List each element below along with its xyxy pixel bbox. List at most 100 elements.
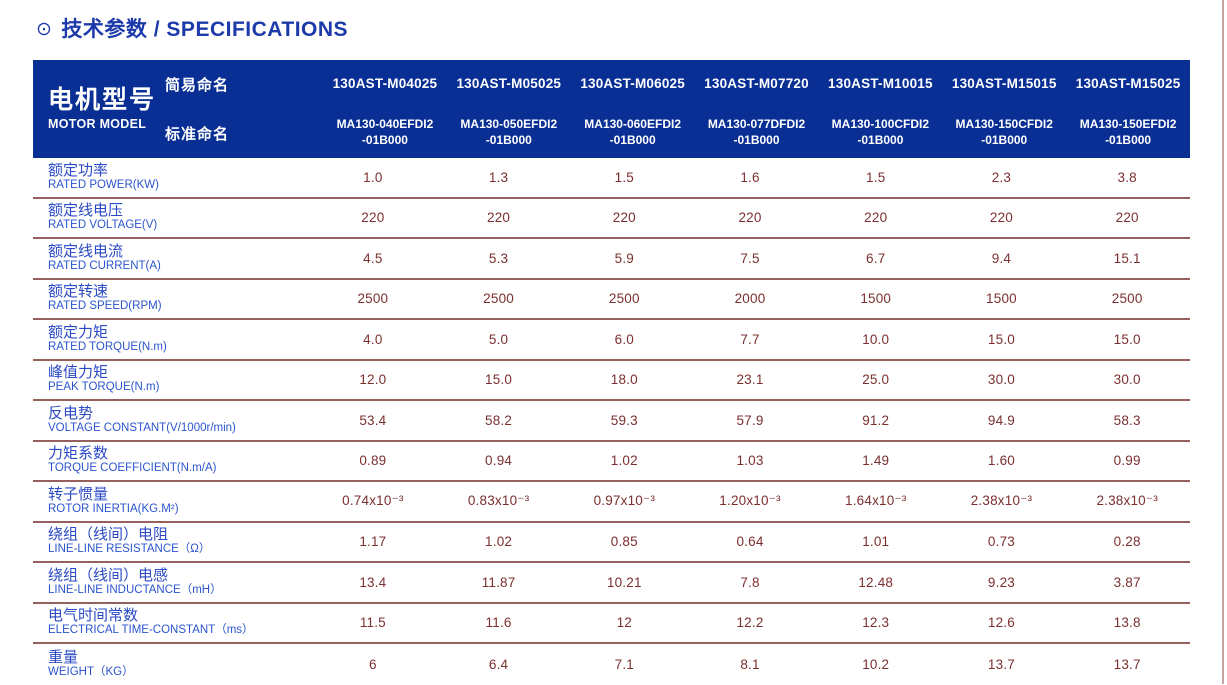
circled-dot-icon: ⊙ bbox=[36, 18, 53, 40]
naming-labels-column: 简易命名 标准命名 bbox=[165, 60, 323, 158]
value-cell: 7.7 bbox=[740, 331, 760, 347]
value-cell: 12.6 bbox=[987, 615, 1015, 631]
standard-naming-label: 标准命名 bbox=[165, 126, 230, 143]
row-label-cn: 绕组（线间）电感 bbox=[48, 566, 169, 584]
value-cell: 1.0 bbox=[363, 169, 383, 185]
model-standard-line1: MA130-150CFDI2 bbox=[955, 116, 1053, 131]
motor-model-title-cn: 电机型号 bbox=[48, 85, 157, 114]
value-cell: 220 bbox=[487, 210, 511, 226]
value-cell: 15.1 bbox=[1113, 250, 1141, 266]
row-label-en: RATED CURRENT(A) bbox=[48, 259, 161, 272]
value-cell: 2500 bbox=[483, 291, 514, 307]
value-cell: 12.48 bbox=[858, 574, 894, 590]
row-label: 额定线电压 RATED VOLTAGE(V) bbox=[33, 199, 310, 238]
value-cell: 1.01 bbox=[862, 534, 890, 550]
row-label: 绕组（线间）电阻 LINE-LINE RESISTANCE（Ω） bbox=[33, 523, 310, 562]
value-cell: 0.28 bbox=[1113, 534, 1141, 550]
model-simple-name: 130AST-M10015 bbox=[828, 75, 933, 91]
value-cell: 13.4 bbox=[359, 574, 387, 590]
value-cell: 11.6 bbox=[485, 615, 512, 631]
model-column-header: 130AST-M07720 MA130-077DFDI2 -01B000 bbox=[695, 60, 819, 158]
row-label-cn: 电气时间常数 bbox=[48, 607, 139, 625]
model-standard-line2: -01B000 bbox=[733, 133, 780, 147]
value-cell: 1.6 bbox=[740, 169, 760, 185]
model-simple-name: 130AST-M05025 bbox=[456, 75, 562, 91]
value-cell: 0.74x10⁻³ bbox=[342, 493, 404, 509]
table-row: 绕组（线间）电阻 LINE-LINE RESISTANCE（Ω） 1.17 1.… bbox=[33, 523, 1190, 563]
row-label-en: RATED POWER(KW) bbox=[48, 178, 159, 191]
model-standard-line1: MA130-040EFDI2 bbox=[336, 116, 434, 131]
row-label: 额定线电流 RATED CURRENT(A) bbox=[33, 239, 310, 278]
row-label-en: PEAK TORQUE(N.m) bbox=[48, 381, 160, 394]
row-values: 220 220 220 220 220 220 220 bbox=[310, 199, 1190, 238]
table-row: 额定转速 RATED SPEED(RPM) 2500 2500 2500 200… bbox=[33, 280, 1190, 320]
model-standard-name: MA130-050EFDI2 -01B000 bbox=[447, 106, 571, 158]
model-column-header: 130AST-M15015 MA130-150CFDI2 -01B000 bbox=[942, 60, 1066, 158]
row-label-en: LINE-LINE RESISTANCE（Ω） bbox=[48, 543, 211, 556]
value-cell: 1.64x10⁻³ bbox=[845, 493, 907, 509]
row-label-cn: 额定线电压 bbox=[48, 202, 124, 220]
row-label-en: VOLTAGE CONSTANT(V/1000r/min) bbox=[48, 421, 236, 434]
model-simple-name: 130AST-M04025 bbox=[332, 75, 438, 91]
value-cell: 6 bbox=[369, 656, 377, 672]
row-label: 峰值力矩 PEAK TORQUE(N.m) bbox=[33, 361, 310, 400]
model-standard-line2: -01B000 bbox=[981, 133, 1028, 147]
row-values: 4.5 5.3 5.9 7.5 6.7 9.4 15.1 bbox=[310, 239, 1190, 278]
value-cell: 30.0 bbox=[987, 372, 1015, 388]
model-simple-name: 130AST-M06025 bbox=[580, 75, 685, 91]
value-cell: 10.2 bbox=[862, 656, 890, 672]
value-cell: 3.8 bbox=[1117, 169, 1137, 185]
value-cell: 11.87 bbox=[481, 574, 516, 590]
value-cell: 2500 bbox=[608, 291, 640, 307]
table-row: 绕组（线间）电感 LINE-LINE INDUCTANCE（mH） 13.4 1… bbox=[33, 563, 1190, 604]
row-values: 12.0 15.0 18.0 23.1 25.0 30.0 30.0 bbox=[310, 361, 1190, 400]
row-label-cn: 峰值力矩 bbox=[48, 364, 109, 382]
value-cell: 1500 bbox=[860, 291, 892, 307]
model-simple-name: 130AST-M15015 bbox=[951, 75, 1057, 91]
model-standard-line2: -01B000 bbox=[609, 133, 656, 147]
value-cell: 18.0 bbox=[610, 372, 638, 388]
table-row: 额定力矩 RATED TORQUE(N.m) 4.0 5.0 6.0 7.7 1… bbox=[33, 320, 1190, 361]
value-cell: 220 bbox=[361, 210, 385, 226]
value-cell: 10.0 bbox=[862, 331, 890, 347]
value-cell: 53.4 bbox=[359, 412, 387, 428]
row-label-en: ROTOR INERTIA(KG.M²) bbox=[48, 502, 179, 515]
row-values: 13.4 11.87 10.21 7.8 12.48 9.23 3.87 bbox=[310, 563, 1190, 602]
table-row: 转子惯量 ROTOR INERTIA(KG.M²) 0.74x10⁻³ 0.83… bbox=[33, 482, 1190, 523]
value-cell: 220 bbox=[989, 210, 1014, 226]
row-label-cn: 绕组（线间）电阻 bbox=[48, 526, 169, 544]
page-title: ⊙ 技术参数 / SPECIFICATIONS bbox=[36, 13, 348, 43]
row-values: 53.4 58.2 59.3 57.9 91.2 94.9 58.3 bbox=[310, 401, 1190, 440]
model-standard-name: MA130-060EFDI2 -01B000 bbox=[571, 106, 695, 158]
value-cell: 13.7 bbox=[1113, 656, 1141, 672]
model-standard-name: MA130-100CFDI2 -01B000 bbox=[818, 106, 942, 158]
value-cell: 0.64 bbox=[736, 534, 764, 550]
row-label-cn: 重量 bbox=[48, 648, 79, 666]
value-cell: 1.49 bbox=[862, 453, 890, 469]
value-cell: 0.97x10⁻³ bbox=[593, 493, 656, 509]
table-row: 峰值力矩 PEAK TORQUE(N.m) 12.0 15.0 18.0 23.… bbox=[33, 361, 1190, 401]
value-cell: 94.9 bbox=[987, 412, 1015, 428]
row-values: 0.74x10⁻³ 0.83x10⁻³ 0.97x10⁻³ 1.20x10⁻³ … bbox=[310, 482, 1190, 521]
value-cell: 0.94 bbox=[485, 453, 513, 469]
value-cell: 1.17 bbox=[359, 534, 387, 550]
row-label: 额定力矩 RATED TORQUE(N.m) bbox=[33, 320, 310, 359]
model-column-header: 130AST-M06025 MA130-060EFDI2 -01B000 bbox=[571, 60, 695, 158]
value-cell: 2.38x10⁻³ bbox=[970, 493, 1033, 509]
table-row: 额定线电流 RATED CURRENT(A) 4.5 5.3 5.9 7.5 6… bbox=[33, 239, 1190, 280]
value-cell: 12 bbox=[616, 615, 632, 631]
value-cell: 2500 bbox=[1111, 291, 1143, 307]
value-cell: 1.02 bbox=[485, 534, 513, 550]
value-cell: 7.5 bbox=[740, 250, 760, 266]
row-label-cn: 额定功率 bbox=[48, 161, 109, 179]
value-cell: 13.7 bbox=[987, 656, 1015, 672]
model-standard-name: MA130-150CFDI2 -01B000 bbox=[942, 106, 1066, 158]
value-cell: 12.2 bbox=[736, 615, 764, 631]
value-cell: 4.0 bbox=[363, 331, 383, 347]
row-label-en: RATED SPEED(RPM) bbox=[48, 300, 162, 313]
row-label: 电气时间常数 ELECTRICAL TIME-CONSTANT（ms） bbox=[33, 604, 310, 643]
value-cell: 15.0 bbox=[1113, 331, 1141, 347]
row-values: 4.0 5.0 6.0 7.7 10.0 15.0 15.0 bbox=[310, 320, 1190, 359]
value-cell: 15.0 bbox=[485, 372, 513, 388]
row-label-en: WEIGHT（KG） bbox=[48, 665, 134, 678]
